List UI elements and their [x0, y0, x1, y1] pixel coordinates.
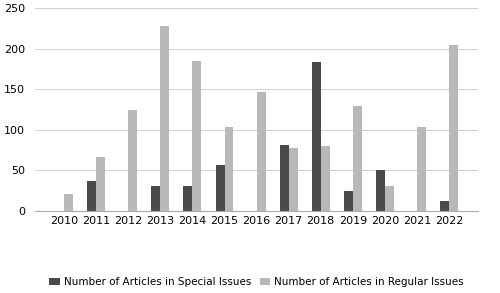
Bar	[256, 92, 266, 211]
Bar	[224, 127, 234, 211]
Bar	[152, 186, 160, 211]
Bar	[128, 110, 138, 211]
Bar	[312, 62, 320, 211]
Bar	[440, 201, 449, 211]
Bar	[280, 145, 288, 211]
Bar	[288, 148, 298, 211]
Bar	[64, 194, 73, 211]
Bar	[192, 61, 202, 211]
Bar	[87, 181, 96, 211]
Bar	[449, 45, 458, 211]
Bar	[344, 191, 353, 211]
Bar	[385, 186, 394, 211]
Bar	[376, 170, 385, 211]
Bar	[320, 146, 330, 211]
Bar	[184, 186, 192, 211]
Bar	[353, 105, 362, 211]
Bar	[216, 165, 224, 211]
Legend: Number of Articles in Special Issues, Number of Articles in Regular Issues: Number of Articles in Special Issues, Nu…	[45, 273, 468, 291]
Bar	[417, 127, 426, 211]
Bar	[96, 157, 105, 211]
Bar	[160, 26, 170, 211]
